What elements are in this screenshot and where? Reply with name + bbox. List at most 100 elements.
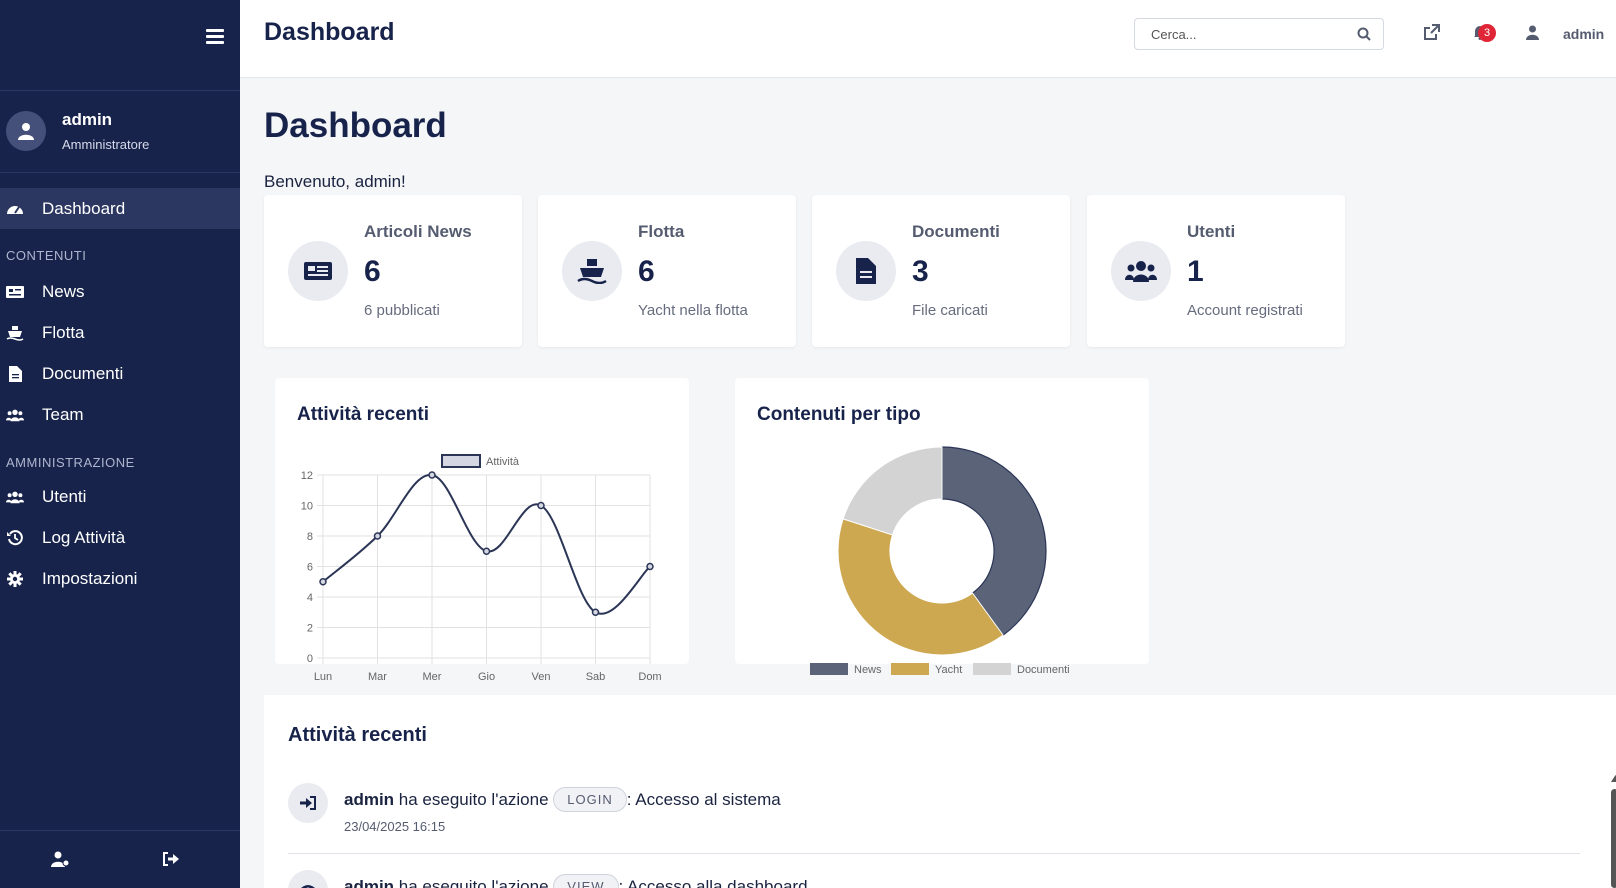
data-point <box>373 532 382 540</box>
card-title: Articoli News <box>364 222 472 241</box>
sidebar-item-team[interactable]: Team <box>0 394 240 435</box>
card-value: 1 <box>1187 255 1204 288</box>
stat-card-utenti[interactable]: Utenti 1 Account registrati <box>1087 195 1345 347</box>
welcome-text: Benvenuto, admin! <box>264 172 406 191</box>
donut-chart: News Yacht Documenti <box>810 446 1070 676</box>
ship-icon <box>6 324 24 342</box>
sidebar-item-label: Utenti <box>42 486 87 506</box>
legend-swatch <box>810 663 848 675</box>
donut-slice-yacht <box>837 518 1004 656</box>
activity-title: Attività recenti <box>288 724 427 746</box>
sidebar-item-utenti[interactable]: Utenti <box>0 476 240 517</box>
card-title: Utenti <box>1187 222 1236 241</box>
divider <box>288 853 1580 854</box>
sidebar-header <box>0 0 240 91</box>
sidebar-item-documenti[interactable]: Documenti <box>0 353 240 394</box>
legend-swatch <box>441 454 481 468</box>
sidebar-item-label: Documenti <box>42 363 124 383</box>
panel-title: Attività recenti <box>297 404 429 425</box>
x-tick-label: Gio <box>478 671 495 683</box>
gear-icon <box>6 570 24 588</box>
card-title: Flotta <box>638 222 685 241</box>
search-input[interactable] <box>1151 27 1341 42</box>
panel-title: Contenuti per tipo <box>757 404 921 425</box>
sidebar-user: admin Amministratore <box>0 91 240 173</box>
card-value: 3 <box>912 255 929 288</box>
y-tick-label: 12 <box>301 470 313 482</box>
data-point <box>319 578 327 586</box>
sidebar-item-label: News <box>42 281 85 301</box>
card-subtitle: Yacht nella flotta <box>638 302 748 319</box>
y-tick-label: 0 <box>307 653 313 665</box>
sidebar-item-label: Dashboard <box>42 198 126 218</box>
line-chart: 0 2 4 6 8 10 12 Lun Mar Mer Gio Ven Sab Dom Attività <box>301 454 662 683</box>
sidebar-item-log-attivita[interactable]: Log Attività <box>0 517 240 558</box>
activity-verb: ha eseguito l'azione <box>398 877 549 888</box>
user-icon <box>18 123 34 140</box>
data-point <box>591 608 600 616</box>
section-amministrazione: AMMINISTRAZIONE <box>6 455 135 470</box>
stat-card-flotta[interactable]: Flotta 6 Yacht nella flotta <box>538 195 796 347</box>
scroll-up-icon[interactable] <box>1611 769 1616 787</box>
card-value: 6 <box>638 255 655 288</box>
legend-label: News <box>854 664 882 676</box>
y-tick-label: 10 <box>301 501 313 513</box>
sidebar-footer <box>0 830 240 888</box>
x-tick-label: Mar <box>368 671 387 683</box>
data-point <box>428 471 436 479</box>
search-box[interactable] <box>1134 18 1384 50</box>
sign-in-icon <box>288 783 328 823</box>
search-icon[interactable] <box>1357 27 1371 46</box>
section-contenuti: CONTENUTI <box>6 248 87 263</box>
legend-label: Attività <box>486 456 520 468</box>
sidebar-item-label: Impostazioni <box>42 568 138 588</box>
user-settings-icon[interactable] <box>51 851 71 869</box>
card-subtitle: File caricati <box>912 302 988 319</box>
history-icon <box>6 529 24 547</box>
activity-desc: : Accesso al sistema <box>626 790 781 809</box>
donut-slice-documenti <box>842 446 943 536</box>
sidebar-item-dashboard[interactable]: Dashboard <box>0 188 240 229</box>
donut-slice-news <box>941 446 1047 636</box>
action-badge: VIEW <box>553 874 619 888</box>
action-badge: LOGIN <box>553 787 627 812</box>
scrollbar[interactable] <box>1611 789 1616 888</box>
x-tick-label: Lun <box>314 671 332 683</box>
y-tick-label: 6 <box>307 562 313 574</box>
menu-toggle-icon[interactable] <box>206 29 224 45</box>
sidebar-item-flotta[interactable]: Flotta <box>0 312 240 353</box>
newspaper-icon <box>6 283 24 301</box>
stat-card-documenti[interactable]: Documenti 3 File caricati <box>812 195 1070 347</box>
legend-swatch <box>891 663 929 675</box>
file-icon <box>836 241 896 301</box>
sidebar-item-label: Team <box>42 404 84 424</box>
card-value: 6 <box>364 255 381 288</box>
legend-label: Documenti <box>1017 664 1070 676</box>
activity-desc: : Accesso alla dashboard <box>618 877 808 888</box>
activity-user: admin <box>344 877 395 888</box>
header-user-menu[interactable]: admin <box>1563 26 1605 42</box>
data-point <box>482 547 491 555</box>
speedometer-icon <box>6 200 24 218</box>
eye-icon <box>288 870 328 888</box>
sidebar-item-label: Flotta <box>42 322 85 342</box>
ship-icon <box>562 241 622 301</box>
y-tick-label: 2 <box>307 623 313 635</box>
external-link-icon[interactable] <box>1423 24 1440 46</box>
stat-card-news[interactable]: Articoli News 6 6 pubblicati <box>264 195 522 347</box>
pie-chart-panel: Contenuti per tipo News Yacht Documenti <box>735 378 1149 676</box>
users-icon <box>6 488 24 506</box>
legend-swatch <box>973 663 1011 675</box>
page-title: Dashboard <box>264 106 447 145</box>
sidebar-item-label: Log Attività <box>42 527 126 547</box>
activity-user: admin <box>344 790 395 809</box>
top-header: Dashboard 3 admin <box>240 0 1616 78</box>
sidebar-item-news[interactable]: News <box>0 271 240 312</box>
logout-icon[interactable] <box>162 851 182 869</box>
data-point <box>646 562 654 571</box>
data-point <box>537 501 545 510</box>
sidebar-item-impostazioni[interactable]: Impostazioni <box>0 558 240 599</box>
x-tick-label: Mer <box>423 671 442 683</box>
card-subtitle: 6 pubblicati <box>364 302 440 319</box>
file-icon <box>6 365 24 383</box>
